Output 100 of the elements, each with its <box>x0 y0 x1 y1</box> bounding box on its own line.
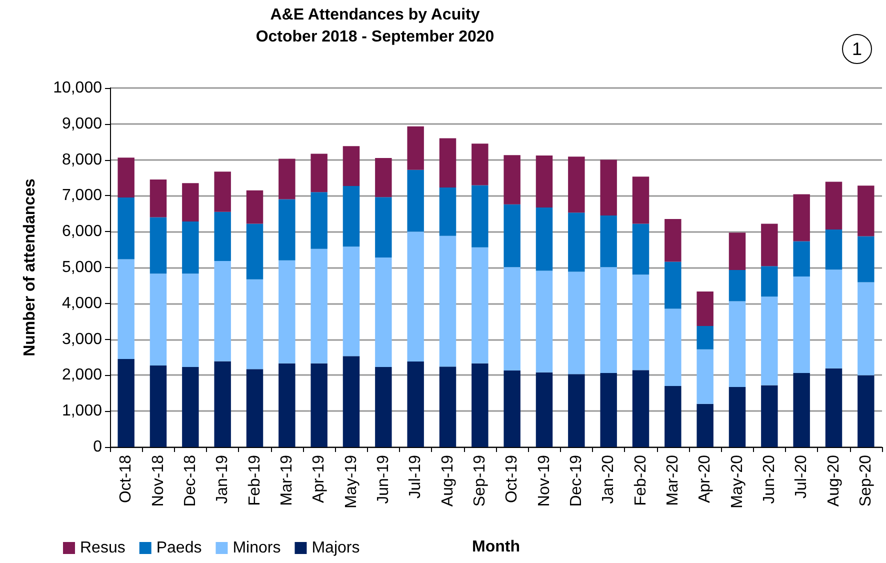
bar <box>600 267 617 374</box>
bar <box>664 386 682 447</box>
bar <box>407 170 424 232</box>
x-tick-label: May-19 <box>342 454 360 508</box>
bar <box>793 194 810 242</box>
bar <box>407 232 424 362</box>
bar <box>342 246 360 356</box>
bar <box>182 183 199 222</box>
bar <box>342 186 360 247</box>
bar <box>375 158 392 198</box>
bar <box>118 197 134 260</box>
x-tick-label: Jan-20 <box>600 454 618 504</box>
bar <box>118 359 134 447</box>
bar <box>439 187 456 236</box>
bar <box>728 270 746 302</box>
bar <box>182 366 199 447</box>
bar <box>536 270 553 372</box>
bar <box>472 185 488 248</box>
bar <box>504 204 520 268</box>
bar <box>793 241 810 276</box>
bar <box>118 158 134 198</box>
y-tick-label: 1,000 <box>62 402 102 420</box>
bar <box>278 199 296 260</box>
bar <box>472 247 488 364</box>
bar <box>568 272 585 374</box>
x-tick-label: Feb-19 <box>246 454 264 506</box>
x-tick-label: Aug-19 <box>439 454 456 507</box>
x-tick-label: Jan-19 <box>214 454 232 504</box>
bar <box>536 208 553 271</box>
bar <box>664 308 682 386</box>
bar <box>504 267 520 371</box>
bar <box>825 368 842 447</box>
bar <box>568 156 585 213</box>
x-axis-title: Month <box>472 538 520 556</box>
x-tick-label: Mar-19 <box>278 454 296 506</box>
bar <box>246 369 264 447</box>
bar <box>182 274 199 367</box>
x-tick-label: Apr-19 <box>310 454 328 504</box>
y-tick-label: 2,000 <box>62 366 102 384</box>
bar <box>439 366 456 447</box>
bar <box>696 404 714 447</box>
bar <box>825 229 842 270</box>
bar <box>728 301 746 388</box>
x-tick-label: Sep-19 <box>471 454 488 507</box>
legend-label: Minors <box>232 540 281 556</box>
bar <box>407 126 424 170</box>
bar <box>761 296 778 386</box>
y-tick-label: 7,000 <box>62 187 102 204</box>
x-tick-label: Nov-19 <box>536 454 553 507</box>
bar <box>472 144 488 186</box>
x-tick-label: Jun-19 <box>374 454 392 504</box>
bar <box>632 176 650 224</box>
chart-title: A&E Attendances by Acuity <box>270 6 480 24</box>
x-tick-label: Sep-20 <box>857 454 874 507</box>
bar <box>825 270 842 368</box>
bar <box>761 266 778 297</box>
bar <box>342 146 360 186</box>
bar <box>568 374 585 447</box>
bar <box>439 138 456 188</box>
y-tick-label: 9,000 <box>62 115 102 132</box>
bar <box>696 349 714 404</box>
legend-label: Paeds <box>156 540 202 556</box>
bar <box>375 257 392 367</box>
bar <box>278 260 296 364</box>
bar <box>536 155 553 208</box>
x-tick-label: Jul-20 <box>793 454 810 499</box>
bar <box>536 372 553 447</box>
bar <box>214 212 231 262</box>
bar <box>858 236 874 282</box>
x-tick-label: Apr-20 <box>696 454 714 504</box>
bar <box>310 363 328 447</box>
x-tick-label: Dec-19 <box>568 454 585 507</box>
bar <box>858 186 874 236</box>
y-tick-label: 6,000 <box>62 223 102 240</box>
bar <box>472 363 488 447</box>
x-tick-label: Mar-20 <box>664 454 682 506</box>
x-tick-label: Dec-18 <box>182 454 199 507</box>
bar <box>278 158 296 200</box>
bar <box>858 375 874 447</box>
y-tick-label: 5,000 <box>62 259 102 276</box>
bar <box>150 366 167 447</box>
bar <box>246 224 264 280</box>
bar <box>310 192 328 249</box>
bar <box>504 155 520 204</box>
legend-label: Resus <box>80 540 126 556</box>
bar <box>858 282 874 376</box>
bar <box>150 217 167 274</box>
bar <box>664 262 682 309</box>
bar <box>632 274 650 370</box>
bar <box>600 160 617 216</box>
bar <box>632 370 650 447</box>
x-tick-label: Nov-18 <box>150 454 167 507</box>
bar <box>728 232 746 270</box>
x-tick-label: Oct-18 <box>118 454 135 504</box>
bar <box>375 197 392 258</box>
bar <box>310 248 328 364</box>
bar <box>600 373 617 447</box>
bar <box>342 356 360 447</box>
bar <box>246 190 264 224</box>
x-tick-label: May-20 <box>728 454 746 508</box>
